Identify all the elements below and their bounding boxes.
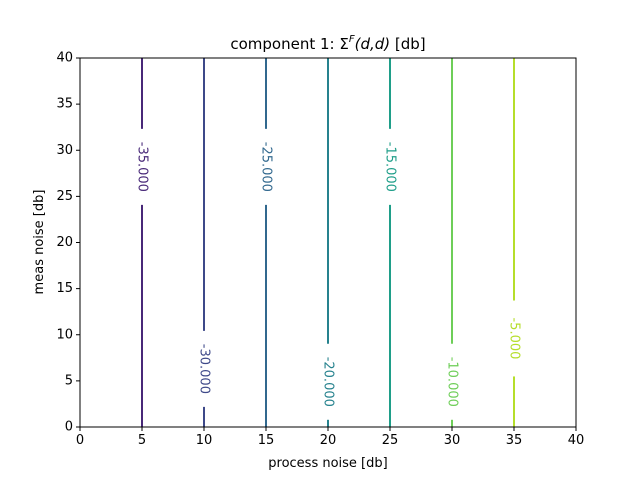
title-superscript: F [349, 34, 355, 45]
x-axis-label: process noise [db] [268, 456, 387, 471]
contour-lines [141, 58, 515, 427]
title-suffix: [db] [390, 35, 426, 53]
y-tick-label-6: 30 [56, 143, 73, 158]
x-tick-label-0: 0 [76, 433, 84, 448]
x-tick-label-7: 35 [506, 433, 523, 448]
x-tick-label-8: 40 [568, 433, 585, 448]
x-tick-label-1: 5 [138, 433, 146, 448]
title-main: component 1: Σ [230, 35, 348, 53]
title-args: (d,d) [355, 35, 391, 53]
x-tick-label-2: 10 [196, 433, 213, 448]
x-tick-label-5: 25 [382, 433, 399, 448]
y-tick-label-1: 5 [65, 373, 73, 388]
contour-label-5: -10.000 [445, 357, 460, 407]
y-tick-label-5: 25 [56, 189, 73, 204]
y-tick-label-7: 35 [56, 97, 73, 112]
y-tick-label-8: 40 [56, 51, 73, 66]
contour-label-6: -5.000 [507, 317, 522, 359]
contour-label-1: -30.000 [197, 344, 212, 394]
contour-label-4: -15.000 [383, 142, 398, 192]
y-tick-label-3: 15 [56, 281, 73, 296]
y-tick-label-2: 10 [56, 327, 73, 342]
y-axis-ticks: 0 5 10 15 20 25 30 35 40 [56, 51, 80, 435]
contour-label-3: -20.000 [321, 357, 336, 407]
chart-title: component 1: ΣF(d,d) [db] [230, 34, 425, 53]
x-tick-label-4: 20 [320, 433, 337, 448]
x-tick-label-3: 15 [258, 433, 275, 448]
contour-labels: -35.000 -30.000 -25.000 -20.000 -15.000 -10.0… [135, 142, 522, 407]
x-axis-ticks: 0 5 10 15 20 25 30 35 40 [76, 427, 584, 448]
y-tick-label-4: 20 [56, 235, 73, 250]
contour-label-2: -25.000 [259, 142, 274, 192]
contour-label-0: -35.000 [135, 142, 150, 192]
y-tick-label-0: 0 [65, 420, 73, 435]
x-tick-label-6: 30 [444, 433, 461, 448]
y-axis-label: meas noise [db] [32, 190, 47, 295]
